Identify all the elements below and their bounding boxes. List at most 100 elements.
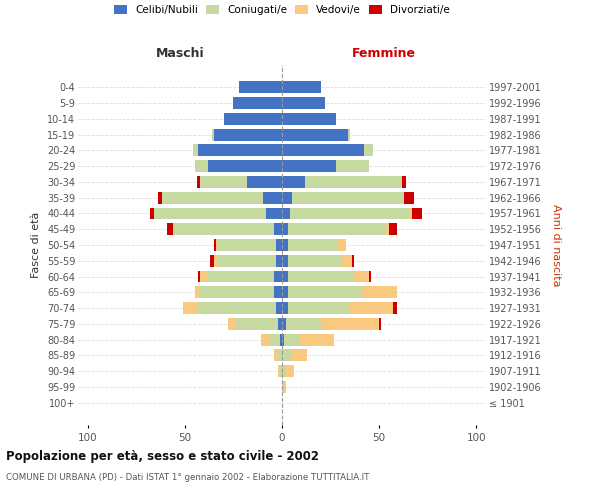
Bar [212,128,214,140]
Bar [370,270,371,282]
Bar [274,224,282,235]
Bar [216,239,218,251]
Bar [208,160,282,172]
Bar [150,208,154,220]
Bar [214,255,218,266]
Bar [263,192,282,203]
Bar [284,334,299,345]
Bar [282,366,286,377]
Bar [282,239,288,251]
Bar [278,318,282,330]
Bar [224,113,282,124]
Bar [247,176,282,188]
Bar [278,350,282,362]
Bar [274,350,278,362]
Bar [282,318,286,330]
Bar [154,208,266,220]
Bar [288,255,342,266]
Bar [282,128,348,140]
Bar [288,224,385,235]
Bar [410,208,412,220]
Y-axis label: Anni di nascita: Anni di nascita [551,204,561,286]
Bar [385,224,389,235]
Bar [280,366,282,377]
Bar [194,160,208,172]
Bar [200,286,274,298]
Bar [299,334,334,345]
Bar [290,208,410,220]
Bar [200,176,247,188]
Bar [218,255,276,266]
Text: Maschi: Maschi [155,47,205,60]
Bar [158,192,161,203]
Bar [199,144,282,156]
Bar [338,239,346,251]
Bar [208,270,274,282]
Bar [321,318,379,330]
Text: Femmine: Femmine [352,47,416,60]
Bar [282,334,284,345]
Bar [200,270,208,282]
Bar [282,97,325,109]
Bar [337,160,370,172]
Bar [239,82,282,93]
Bar [233,97,282,109]
Bar [218,239,276,251]
Bar [282,160,337,172]
Bar [288,239,338,251]
Bar [282,82,321,93]
Bar [266,208,282,220]
Bar [227,318,235,330]
Text: COMUNE DI URBANA (PD) - Dati ISTAT 1° gennaio 2002 - Elaborazione TUTTITALIA.IT: COMUNE DI URBANA (PD) - Dati ISTAT 1° ge… [6,472,370,482]
Text: Popolazione per età, sesso e stato civile - 2002: Popolazione per età, sesso e stato civil… [6,450,319,463]
Bar [214,239,216,251]
Bar [197,176,200,188]
Bar [389,224,397,235]
Bar [288,286,362,298]
Bar [280,334,282,345]
Bar [286,366,293,377]
Bar [342,255,352,266]
Bar [282,270,288,282]
Bar [362,286,397,298]
Bar [274,286,282,298]
Bar [282,176,305,188]
Bar [282,224,288,235]
Bar [393,302,397,314]
Bar [288,270,354,282]
Bar [214,128,282,140]
Bar [276,239,282,251]
Bar [379,318,381,330]
Bar [167,224,173,235]
Bar [352,255,354,266]
Bar [284,381,286,393]
Bar [282,350,292,362]
Bar [260,334,271,345]
Bar [403,176,406,188]
Bar [235,318,278,330]
Bar [282,286,288,298]
Bar [161,192,263,203]
Bar [193,144,199,156]
Bar [286,318,321,330]
Bar [282,381,284,393]
Bar [282,144,364,156]
Bar [282,255,288,266]
Bar [282,208,290,220]
Bar [305,176,403,188]
Bar [278,366,280,377]
Bar [350,302,393,314]
Bar [292,192,404,203]
Bar [199,270,200,282]
Bar [276,255,282,266]
Bar [276,302,282,314]
Bar [364,144,373,156]
Bar [199,302,276,314]
Bar [292,350,307,362]
Bar [194,286,200,298]
Bar [274,270,282,282]
Legend: Celibi/Nubili, Coniugati/e, Vedovi/e, Divorziati/e: Celibi/Nubili, Coniugati/e, Vedovi/e, Di… [114,5,450,15]
Bar [404,192,414,203]
Bar [282,192,292,203]
Bar [210,255,214,266]
